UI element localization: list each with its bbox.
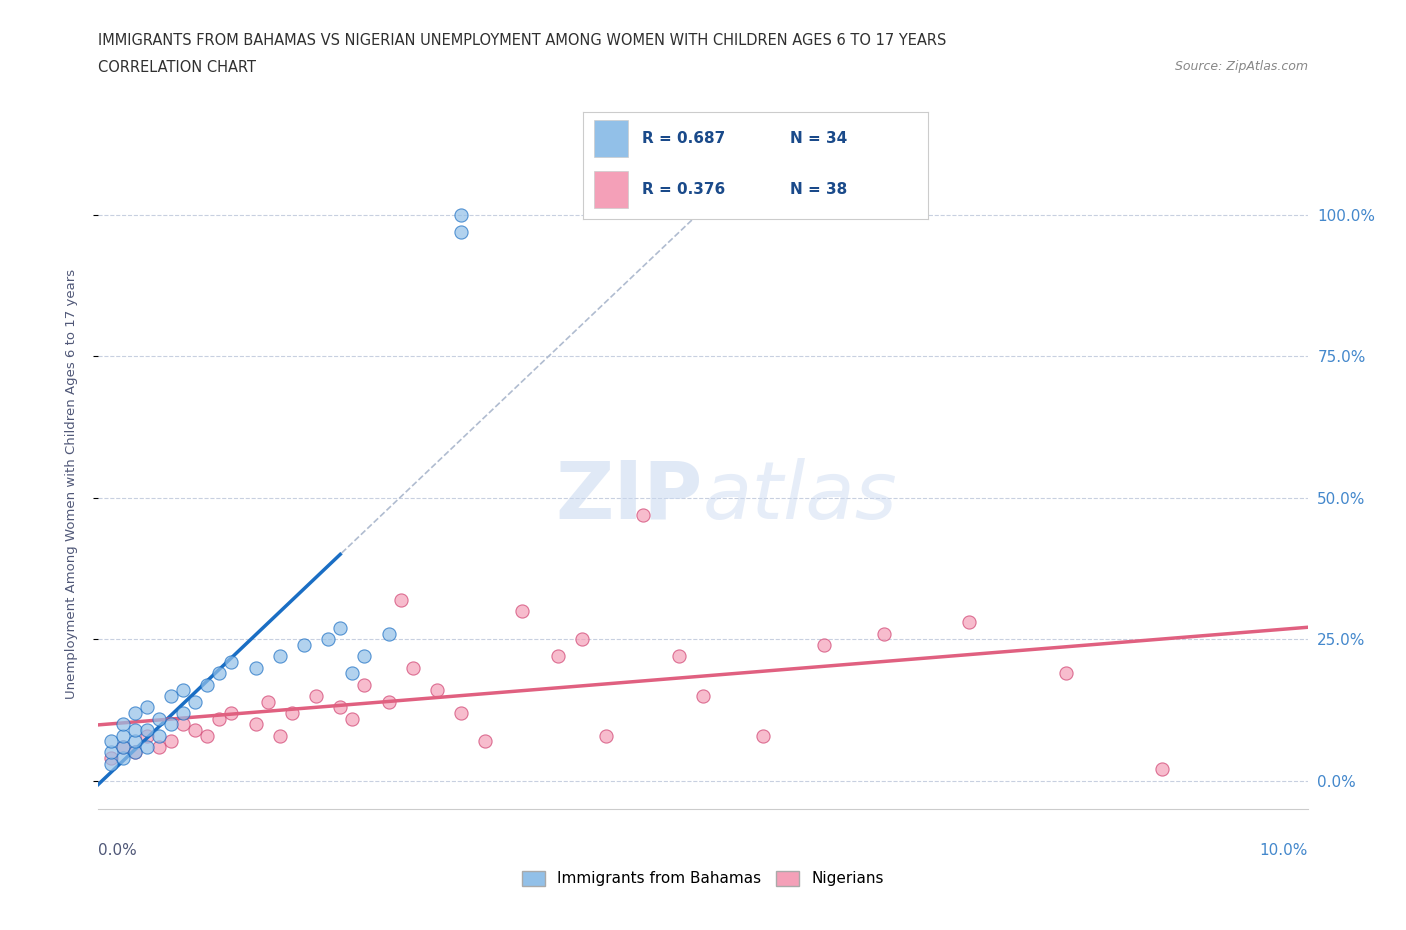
- Text: N = 34: N = 34: [790, 131, 848, 146]
- Point: [668, 649, 690, 664]
- Point: [195, 728, 218, 743]
- Point: [160, 734, 183, 749]
- Point: [100, 734, 122, 749]
- Point: [172, 683, 194, 698]
- Point: [135, 723, 157, 737]
- Text: R = 0.687: R = 0.687: [643, 131, 725, 146]
- Point: [221, 655, 243, 670]
- Point: [342, 666, 364, 681]
- Point: [342, 711, 364, 726]
- Point: [353, 677, 375, 692]
- Text: atlas: atlas: [703, 458, 898, 536]
- Point: [510, 604, 533, 618]
- Point: [111, 728, 134, 743]
- Point: [269, 728, 291, 743]
- Point: [292, 637, 315, 652]
- Point: [1152, 762, 1174, 777]
- Bar: [593, 171, 628, 208]
- Point: [692, 688, 714, 703]
- Point: [450, 224, 472, 239]
- Point: [377, 694, 399, 709]
- Text: ZIP: ZIP: [555, 458, 703, 536]
- Point: [547, 649, 569, 664]
- Point: [329, 699, 352, 714]
- Text: 0.0%: 0.0%: [98, 844, 138, 858]
- Point: [269, 649, 291, 664]
- Point: [111, 739, 134, 754]
- Point: [148, 711, 170, 726]
- Point: [172, 717, 194, 732]
- Point: [305, 688, 328, 703]
- Point: [124, 706, 146, 721]
- Point: [160, 688, 183, 703]
- Text: 10.0%: 10.0%: [1260, 844, 1308, 858]
- Point: [135, 728, 157, 743]
- Point: [281, 706, 304, 721]
- Y-axis label: Unemployment Among Women with Children Ages 6 to 17 years: Unemployment Among Women with Children A…: [65, 269, 77, 698]
- Point: [474, 734, 496, 749]
- Point: [377, 626, 399, 641]
- Point: [221, 706, 243, 721]
- Point: [631, 507, 654, 522]
- Point: [160, 717, 183, 732]
- Point: [571, 631, 593, 646]
- Point: [124, 745, 146, 760]
- Point: [256, 694, 278, 709]
- Point: [245, 660, 267, 675]
- Point: [184, 723, 207, 737]
- Point: [148, 728, 170, 743]
- Legend: Immigrants from Bahamas, Nigerians: Immigrants from Bahamas, Nigerians: [516, 864, 890, 893]
- Text: Source: ZipAtlas.com: Source: ZipAtlas.com: [1174, 60, 1308, 73]
- Point: [595, 728, 617, 743]
- Point: [111, 751, 134, 765]
- Text: R = 0.376: R = 0.376: [643, 182, 725, 197]
- Point: [353, 649, 375, 664]
- Point: [329, 620, 352, 635]
- Text: N = 38: N = 38: [790, 182, 848, 197]
- Point: [402, 660, 425, 675]
- Point: [316, 631, 339, 646]
- Point: [813, 637, 835, 652]
- Point: [208, 666, 231, 681]
- Point: [135, 739, 157, 754]
- Point: [450, 207, 472, 222]
- Text: IMMIGRANTS FROM BAHAMAS VS NIGERIAN UNEMPLOYMENT AMONG WOMEN WITH CHILDREN AGES : IMMIGRANTS FROM BAHAMAS VS NIGERIAN UNEM…: [98, 33, 946, 47]
- Point: [208, 711, 231, 726]
- Bar: [593, 120, 628, 156]
- Point: [100, 751, 122, 765]
- Point: [426, 683, 449, 698]
- Point: [957, 615, 980, 630]
- Point: [1054, 666, 1077, 681]
- Point: [124, 723, 146, 737]
- Point: [172, 706, 194, 721]
- Point: [873, 626, 896, 641]
- Point: [245, 717, 267, 732]
- Point: [124, 745, 146, 760]
- Point: [111, 717, 134, 732]
- Point: [184, 694, 207, 709]
- Point: [752, 728, 775, 743]
- Point: [124, 734, 146, 749]
- Text: CORRELATION CHART: CORRELATION CHART: [98, 60, 256, 75]
- Point: [100, 745, 122, 760]
- Point: [148, 739, 170, 754]
- Point: [389, 592, 412, 607]
- Point: [450, 706, 472, 721]
- Point: [111, 739, 134, 754]
- Point: [135, 699, 157, 714]
- Point: [195, 677, 218, 692]
- Point: [100, 756, 122, 771]
